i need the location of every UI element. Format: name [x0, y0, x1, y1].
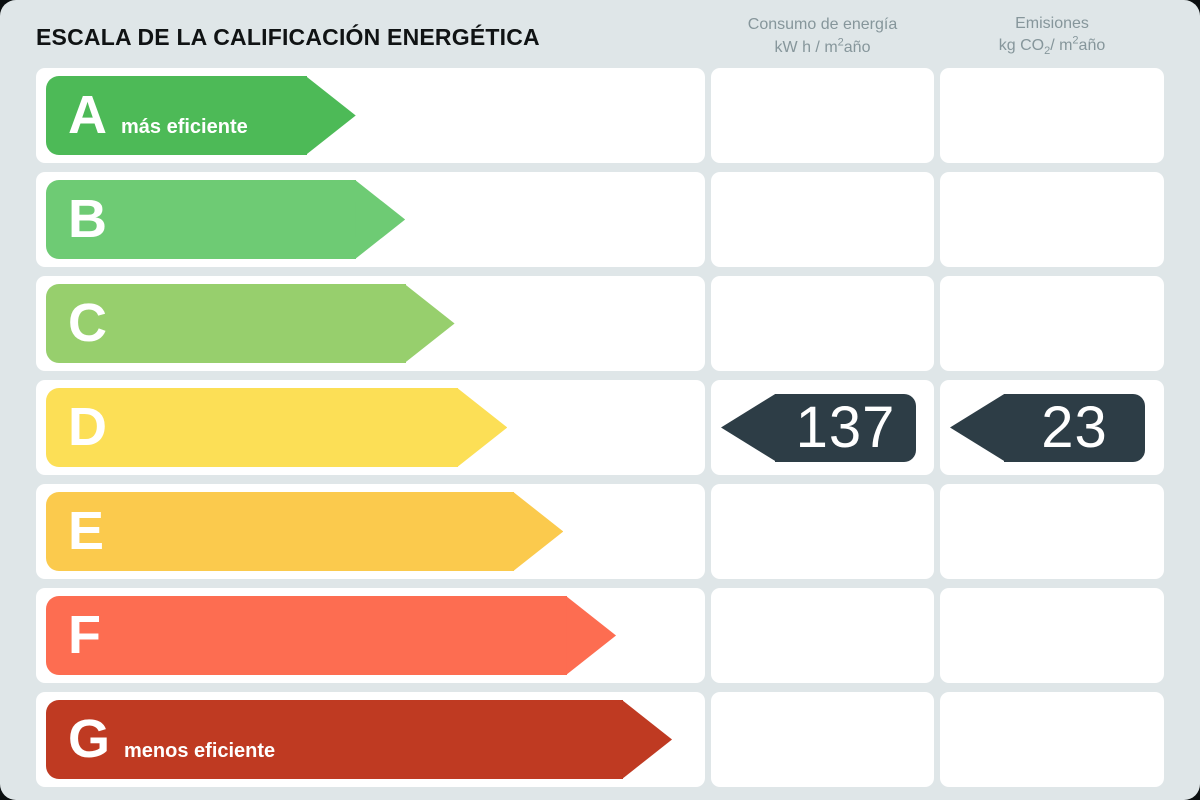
right-arrow-tip-icon: [513, 492, 564, 571]
rating-annotation: más eficiente: [121, 116, 248, 138]
scale-cell: A más eficiente: [36, 68, 705, 163]
consumo-cell: [711, 172, 934, 267]
consumo-column-header: Consumo de energía kW h / m2año: [711, 10, 934, 59]
rating-bar-body: E: [46, 492, 515, 571]
page-title: ESCALA DE LA CALIFICACIÓN ENERGÉTICA: [36, 23, 540, 50]
rating-bar-body: A más eficiente: [46, 76, 307, 155]
rating-bar: A más eficiente: [46, 76, 356, 155]
emisiones-value: 23: [1041, 394, 1108, 460]
rating-bar: G menos eficiente: [46, 700, 673, 779]
scale-cell: F: [36, 588, 705, 683]
rating-row-e: E: [36, 484, 1164, 579]
scale-cell: E: [36, 484, 705, 579]
rating-bar: C: [46, 284, 455, 363]
consumo-cell: [711, 588, 934, 683]
emisiones-value-arrow-body: 23: [1004, 393, 1145, 462]
left-arrow-tip-icon: [721, 393, 776, 462]
rating-bar: E: [46, 492, 564, 571]
scale-cell: C: [36, 276, 705, 371]
rating-letter: B: [68, 189, 107, 249]
rating-letter: E: [68, 501, 105, 561]
rating-letter: A: [68, 85, 107, 145]
rating-row-b: B: [36, 172, 1164, 267]
right-arrow-tip-icon: [622, 700, 673, 779]
rating-row-g: G menos eficiente: [36, 692, 1164, 787]
rating-row-f: F: [36, 588, 1164, 683]
rating-row-a: A más eficiente: [36, 68, 1164, 163]
consumo-value-arrow-body: 137: [775, 393, 916, 462]
scale-cell: G menos eficiente: [36, 692, 705, 787]
consumo-value-arrow: 137: [721, 393, 916, 462]
rating-bar-body: G menos eficiente: [46, 700, 624, 779]
emisiones-cell: [940, 692, 1164, 787]
consumo-cell: [711, 692, 934, 787]
rating-bar: D: [46, 388, 508, 467]
emisiones-column-header: Emisiones kg CO2/ m2año: [940, 9, 1164, 60]
consumo-header-units: kW h / m2año: [774, 36, 871, 56]
right-arrow-tip-icon: [566, 596, 617, 675]
emisiones-cell: [940, 172, 1164, 267]
emisiones-cell: [940, 484, 1164, 579]
emisiones-cell: [940, 68, 1164, 163]
consumo-value: 137: [795, 394, 896, 460]
emisiones-header-units: kg CO2/ m2año: [998, 35, 1106, 58]
rating-letter: D: [68, 397, 107, 457]
right-arrow-tip-icon: [355, 180, 406, 259]
rating-row-d: D 137 23: [36, 380, 1164, 475]
rating-bar: B: [46, 180, 406, 259]
emisiones-cell: [940, 588, 1164, 683]
right-arrow-tip-icon: [305, 76, 356, 155]
emisiones-header-line1: Emisiones: [1015, 14, 1089, 32]
rating-bar-body: D: [46, 388, 459, 467]
rating-bar-body: B: [46, 180, 357, 259]
scale-cell: D: [36, 380, 705, 475]
emisiones-cell: [940, 276, 1164, 371]
consumo-header-line1: Consumo de energía: [747, 15, 898, 33]
emisiones-cell: 23: [940, 380, 1164, 475]
rating-bar-body: F: [46, 596, 568, 675]
emisiones-value-arrow: 23: [950, 393, 1145, 462]
right-arrow-tip-icon: [404, 284, 455, 363]
right-arrow-tip-icon: [457, 388, 508, 467]
rating-annotation: menos eficiente: [124, 740, 276, 762]
scale-cell: B: [36, 172, 705, 267]
rating-bar-body: C: [46, 284, 406, 363]
rating-letter: F: [68, 605, 101, 665]
rating-letter: G: [68, 709, 111, 769]
consumo-cell: [711, 276, 934, 371]
rating-rows: A más eficiente B C: [36, 68, 1164, 787]
header: ESCALA DE LA CALIFICACIÓN ENERGÉTICA Con…: [36, 0, 1164, 68]
rating-letter: C: [68, 293, 107, 353]
rating-row-c: C: [36, 276, 1164, 371]
rating-bar: F: [46, 596, 617, 675]
consumo-cell: [711, 68, 934, 163]
left-arrow-tip-icon: [950, 393, 1005, 462]
consumo-cell: [711, 484, 934, 579]
consumo-cell: 137: [711, 380, 934, 475]
